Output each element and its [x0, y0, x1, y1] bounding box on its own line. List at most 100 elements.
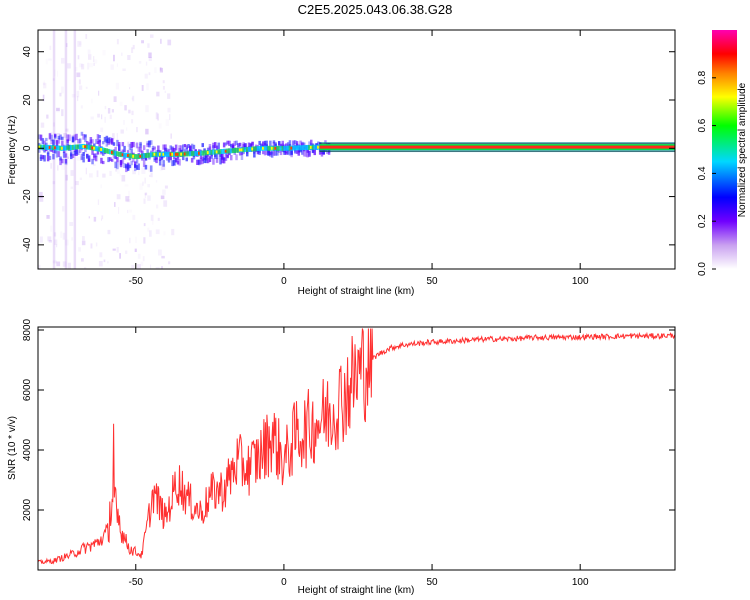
band-cell [306, 150, 309, 158]
band-core [125, 152, 128, 158]
band-cell [146, 141, 149, 146]
band-core [279, 145, 283, 151]
band-cell [86, 154, 89, 159]
band-cell [109, 157, 112, 162]
noise-cell [53, 139, 57, 144]
band-cell [272, 149, 276, 156]
snr-x-axis-label: Height of straight line (km) [298, 585, 415, 596]
noise-cell [89, 63, 93, 68]
band-cell [77, 139, 80, 144]
noise-cell [111, 109, 114, 113]
noise-cell [54, 69, 56, 77]
noise-cell [39, 236, 43, 243]
noise-cell [78, 79, 81, 85]
noise-cell [76, 90, 80, 98]
band-cell [146, 143, 149, 148]
band-cell [208, 144, 212, 151]
band-core [237, 147, 240, 153]
noise-cell [132, 95, 135, 102]
band-peak [238, 148, 242, 152]
noise-cell [139, 183, 143, 190]
noise-cell [100, 127, 104, 133]
noise-cell [164, 185, 168, 189]
band-cell [251, 141, 254, 147]
noise-cell [129, 87, 131, 90]
band-cell [196, 159, 199, 165]
band-core [185, 151, 188, 157]
y-tick-label: 2000 [22, 498, 33, 521]
noise-cell [104, 116, 106, 123]
band-peak [251, 147, 255, 151]
band-cell [89, 137, 93, 144]
band-cell [258, 149, 261, 153]
band-cell [157, 145, 160, 152]
noise-cell [150, 264, 152, 269]
band-cell [208, 156, 212, 162]
band-cell [126, 164, 130, 171]
band-cell [174, 144, 178, 151]
band-cell [68, 134, 71, 141]
band-cell [109, 137, 112, 143]
band-cell [180, 145, 183, 153]
band-core [150, 152, 153, 158]
noise-cell [71, 94, 76, 98]
band-cell [82, 134, 85, 140]
band-cell [217, 142, 220, 150]
band-peak [110, 150, 114, 154]
band-core [151, 152, 155, 158]
band-core [256, 146, 260, 152]
band-cell [279, 149, 283, 156]
noise-cell [147, 227, 150, 232]
band-cell [274, 150, 277, 156]
band-cell [121, 158, 125, 164]
noise-cell [116, 133, 118, 137]
band-cell [324, 140, 327, 144]
band-cell [73, 134, 77, 141]
noise-cell [163, 200, 168, 207]
band-cell [103, 136, 107, 142]
band-cell [183, 144, 187, 148]
y-tick-label: 0 [22, 145, 33, 151]
band-core [87, 144, 91, 150]
band-cell [199, 158, 203, 165]
band-core [167, 151, 171, 157]
band-cell [247, 142, 251, 149]
band-cell [222, 142, 226, 148]
band-cell [286, 149, 290, 155]
band-cell [59, 156, 62, 161]
band-cell [286, 142, 290, 146]
band-cell [114, 161, 117, 169]
band-cell [57, 138, 61, 144]
band-cell [238, 150, 242, 156]
noise-cell [141, 85, 144, 91]
noise-cell [77, 40, 82, 47]
band-cell [285, 143, 288, 148]
band-cell [103, 137, 107, 143]
noise-cell [147, 43, 150, 48]
band-cell [226, 152, 229, 158]
noise-cell [148, 72, 151, 76]
noise-cell [85, 34, 88, 39]
noise-cell [151, 150, 153, 154]
band-cell [135, 142, 139, 149]
noise-cell [40, 122, 45, 128]
band-cell [75, 133, 78, 141]
band-cell [214, 152, 217, 159]
noise-cell [116, 194, 121, 200]
snr-plot-area [38, 327, 675, 570]
band-core [130, 153, 133, 159]
noise-cell [120, 129, 124, 134]
noise-cell [128, 209, 132, 213]
noise-cell [74, 67, 78, 71]
noise-cell [93, 56, 95, 63]
band-peak [206, 151, 210, 155]
band-cell [39, 134, 43, 141]
band-cell [302, 149, 306, 157]
band-core [123, 152, 126, 158]
band-peak [198, 151, 201, 155]
band-cell [109, 139, 112, 145]
band-cell [52, 148, 55, 153]
band-cell [142, 145, 146, 150]
band-cell [169, 145, 172, 150]
band-cell [301, 149, 304, 155]
